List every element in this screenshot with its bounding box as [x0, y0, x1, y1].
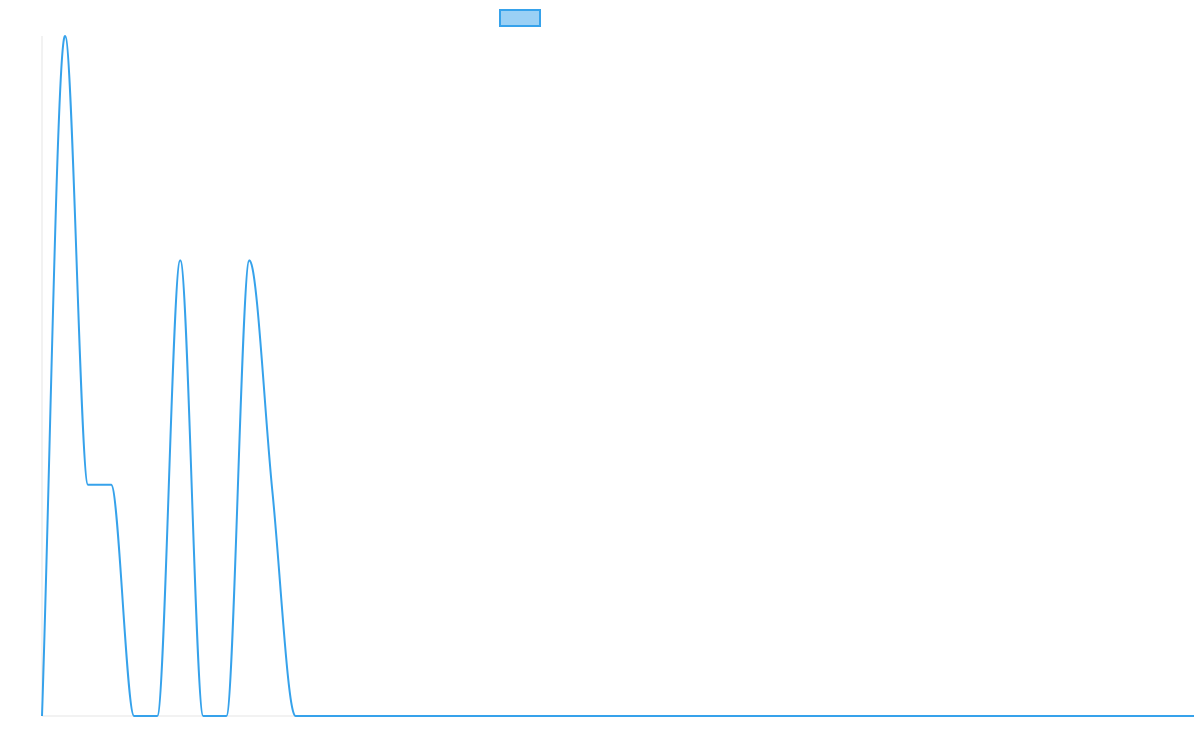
series-line [41, 35, 1194, 717]
legend-swatch [499, 9, 541, 27]
